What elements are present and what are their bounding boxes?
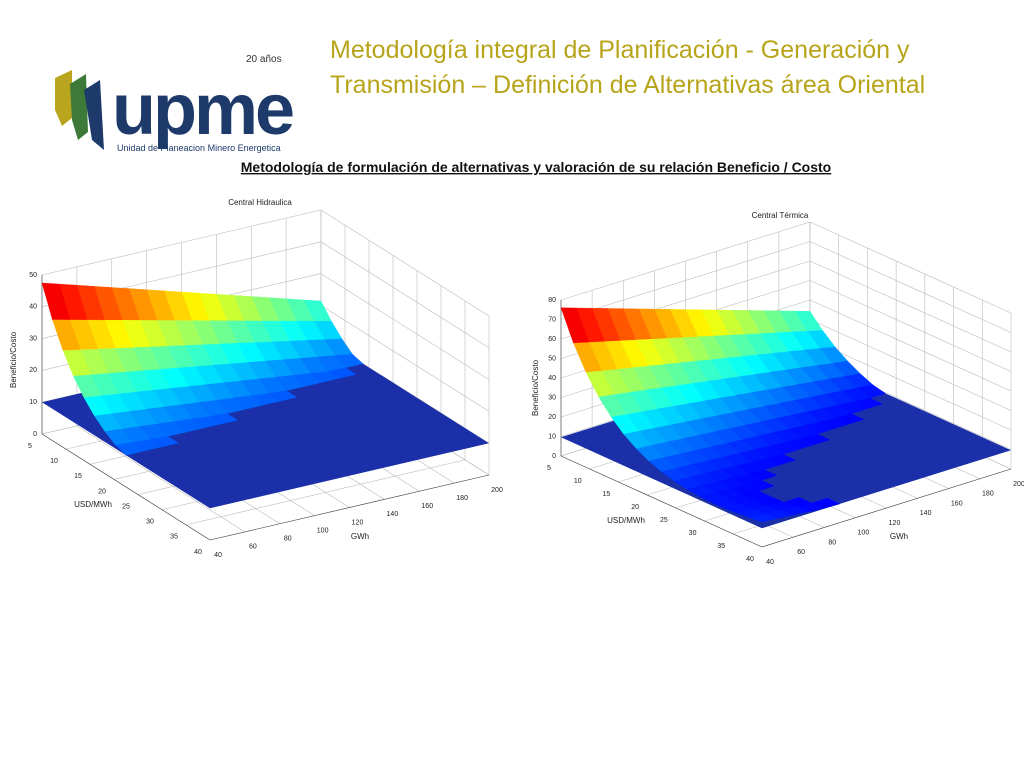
x-tick-label: 5 (28, 443, 32, 450)
surface-patch (115, 442, 144, 456)
z-axis-label: Beneficio/Costo (9, 331, 18, 388)
z-tick-label: 10 (548, 433, 556, 440)
logo-name: upme (112, 70, 293, 150)
z-tick-label: 30 (29, 335, 37, 342)
z-tick-label: 10 (29, 399, 37, 406)
z-tick-label: 40 (29, 304, 37, 311)
y-tick-label: 160 (951, 500, 963, 507)
x-tick-label: 35 (170, 534, 178, 541)
grid-line (809, 260, 1012, 353)
y-tick-label: 160 (421, 503, 433, 510)
grid-line (320, 273, 490, 380)
y-tick-label: 60 (797, 549, 805, 556)
logo: upme 20 años Unidad de Planeacion Minero… (55, 54, 296, 153)
x-tick-label: 30 (689, 530, 697, 537)
plot-title: Central Hidraulica (228, 198, 292, 207)
z-tick-label: 0 (552, 453, 556, 460)
x-axis-label: USD/MWh (607, 516, 645, 525)
y-tick-label: 100 (858, 530, 870, 537)
slide-title: Transmisión – Definición de Alternativas… (330, 71, 925, 99)
y-tick-label: 140 (387, 511, 399, 518)
x-tick-label: 15 (74, 473, 82, 480)
logo-leaf (55, 70, 72, 126)
x-tick-label: 10 (50, 458, 58, 465)
logo-anniversary: 20 años (246, 54, 282, 65)
x-tick-label: 5 (547, 465, 551, 472)
x-tick-label: 10 (574, 478, 582, 485)
grid-line (560, 221, 811, 301)
x-axis-label: USD/MWh (74, 500, 112, 509)
x-tick-label: 25 (660, 517, 668, 524)
logo-leaf (84, 80, 104, 150)
y-tick-label: 100 (317, 527, 329, 534)
axis-line (209, 474, 490, 541)
y-tick-label: 120 (352, 519, 364, 526)
y-tick-label: 80 (284, 536, 292, 543)
axis-line (761, 468, 1012, 548)
slide-title: Metodología integral de Planificación - … (330, 36, 910, 64)
x-tick-label: 35 (717, 543, 725, 550)
x-tick-label: 30 (146, 519, 154, 526)
surface-patch (748, 513, 779, 523)
grid-line (320, 305, 490, 412)
grid-line (809, 280, 1012, 372)
x-tick-label: 25 (122, 503, 130, 510)
z-tick-label: 60 (548, 336, 556, 343)
axis-line (41, 433, 211, 541)
x-tick-label: 40 (746, 556, 754, 563)
grid-line (320, 209, 490, 317)
grid-line (809, 241, 1012, 333)
x-tick-label: 40 (194, 549, 202, 556)
logo-tagline: Unidad de Planeacion Minero Energetica (117, 143, 281, 153)
grid-line (76, 425, 246, 533)
grid-line (809, 338, 1012, 431)
z-tick-label: 50 (29, 272, 37, 279)
y-tick-label: 120 (889, 520, 901, 527)
y-tick-label: 200 (1013, 481, 1024, 488)
grid-line (809, 221, 1012, 314)
surface-plot: 5 10 15 20 25 30 35 40 40 60 80 100 120 140 160 180 200 0… (531, 211, 1024, 566)
y-tick-label: 60 (249, 544, 257, 551)
y-tick-label: 40 (214, 552, 222, 559)
z-tick-label: 80 (548, 297, 556, 304)
y-axis-label: GWh (890, 532, 908, 541)
z-tick-label: 40 (548, 375, 556, 382)
y-tick-label: 40 (766, 559, 774, 566)
grid-line (809, 299, 1012, 392)
logo-leaf (70, 74, 88, 140)
z-tick-label: 50 (548, 355, 556, 362)
grid-line (320, 241, 490, 349)
grid-line (560, 241, 811, 320)
y-tick-label: 80 (828, 539, 836, 546)
x-tick-label: 15 (603, 491, 611, 498)
z-tick-label: 30 (548, 394, 556, 401)
z-tick-label: 0 (33, 431, 37, 438)
axis-line (560, 455, 763, 548)
z-tick-label: 20 (548, 414, 556, 421)
x-tick-label: 20 (631, 504, 639, 511)
y-tick-label: 200 (491, 487, 503, 494)
y-tick-label: 180 (982, 491, 994, 498)
z-tick-label: 70 (548, 316, 556, 323)
grid-line (809, 319, 1012, 411)
grid-line (41, 209, 322, 276)
y-tick-label: 180 (456, 495, 468, 502)
subtitle: Metodología de formulación de alternativ… (241, 159, 831, 175)
plot-title: Central Térmica (752, 211, 809, 220)
z-tick-label: 20 (29, 367, 37, 374)
y-axis-label: GWh (351, 532, 369, 541)
z-axis-label: Beneficio/Costo (531, 359, 540, 416)
y-tick-label: 140 (920, 510, 932, 517)
x-tick-label: 20 (98, 488, 106, 495)
surface-plot: 5 10 15 20 25 30 35 40 40 60 80 100 120 140 160 180 200 0… (9, 198, 503, 559)
